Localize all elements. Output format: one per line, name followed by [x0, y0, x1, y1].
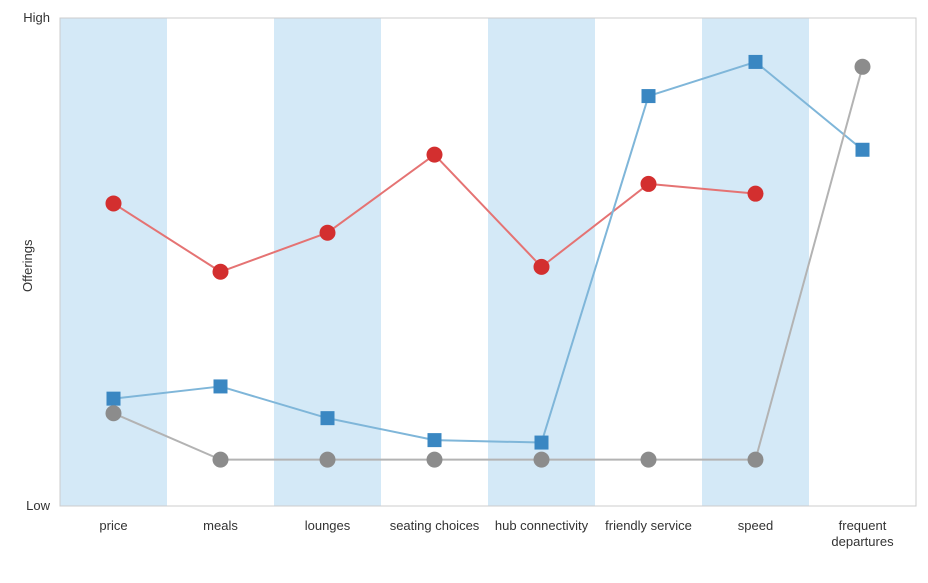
- x-label: friendly service: [595, 518, 702, 534]
- chart-plot: [0, 0, 928, 583]
- y-tick-high: High: [0, 10, 50, 25]
- x-label: meals: [167, 518, 274, 534]
- x-label: speed: [702, 518, 809, 534]
- x-label: price: [60, 518, 167, 534]
- strategy-canvas-chart: High Low Offerings pricemealsloungesseat…: [0, 0, 928, 583]
- x-label: lounges: [274, 518, 381, 534]
- x-label: hub connectivity: [488, 518, 595, 534]
- x-label: seating choices: [381, 518, 488, 534]
- y-axis-title: Offerings: [20, 239, 35, 292]
- y-tick-low: Low: [0, 498, 50, 513]
- x-label: frequent departures: [809, 518, 916, 551]
